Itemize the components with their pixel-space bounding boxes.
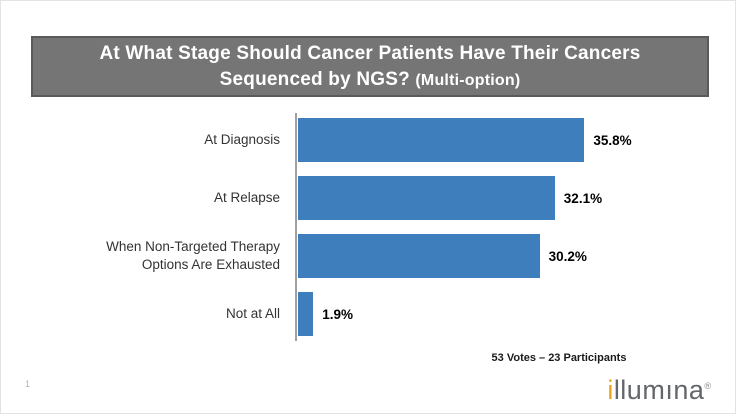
logo-rest: llumına: [613, 375, 705, 405]
bar-chart: At Diagnosis 35.8% At Relapse 32.1% When Non…: [101, 111, 661, 343]
category-label: At Relapse: [213, 190, 280, 206]
bar: [298, 176, 555, 220]
bar-area: 1.9%: [296, 292, 661, 336]
bar: [298, 234, 540, 278]
registered-trademark-icon: ®: [704, 381, 711, 391]
value-label: 32.1%: [563, 190, 603, 206]
bar-area: 35.8%: [296, 118, 661, 162]
page-number: 1: [25, 379, 31, 389]
bar-area: 32.1%: [296, 176, 661, 220]
bar: [298, 292, 314, 336]
value-label: 30.2%: [548, 248, 587, 264]
page-title: At What Stage Should Cancer Patients Hav…: [51, 41, 689, 91]
bar: [298, 118, 585, 162]
chart-row: At Relapse 32.1%: [101, 169, 661, 227]
bar-area: 30.2%: [296, 234, 661, 278]
title-suffix-text: (Multi-option): [415, 71, 521, 89]
title-main-text: At What Stage Should Cancer Patients Hav…: [99, 43, 641, 90]
logo-first-letter: i: [607, 375, 614, 405]
category-label: Not at All: [225, 306, 280, 322]
title-banner: At What Stage Should Cancer Patients Hav…: [31, 36, 709, 97]
chart-row: At Diagnosis 35.8%: [101, 111, 661, 169]
chart-row: Not at All 1.9%: [101, 285, 661, 343]
category-label: At Diagnosis: [204, 132, 280, 148]
category-label: When Non-Targeted Therapy Options Are Ex…: [106, 239, 280, 272]
value-label: 35.8%: [593, 132, 632, 148]
illumina-logo: illumına®: [607, 377, 711, 404]
value-label: 1.9%: [322, 306, 353, 322]
chart-rows: At Diagnosis 35.8% At Relapse 32.1% When Non…: [101, 111, 661, 343]
y-axis-line: [295, 113, 297, 341]
votes-note: 53 Votes – 23 Participants: [491, 352, 627, 364]
chart-row: When Non-Targeted Therapy Options Are Ex…: [101, 227, 661, 285]
